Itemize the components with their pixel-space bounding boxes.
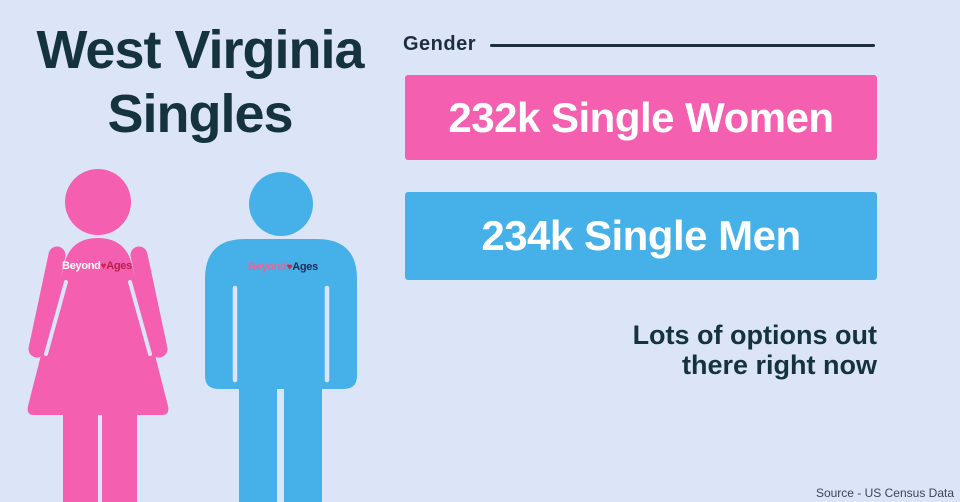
page-title: West Virginia Singles xyxy=(36,20,364,144)
woman-left-arm xyxy=(28,246,66,358)
single-men-stat-text: 234k Single Men xyxy=(481,212,801,259)
logo-text-beyond: Beyond xyxy=(248,261,287,273)
man-torso xyxy=(205,239,357,389)
woman-right-leg xyxy=(102,410,137,502)
heart-icon: ♥ xyxy=(100,261,107,272)
woman-right-arm xyxy=(130,246,168,358)
woman-dress xyxy=(27,238,169,415)
tagline-text: Lots of options out there right now xyxy=(632,320,877,380)
single-women-stat-text: 232k Single Women xyxy=(448,93,834,141)
woman-figure xyxy=(27,169,169,502)
woman-left-leg xyxy=(63,410,98,502)
beyondages-logo-woman: Beyond♥Ages xyxy=(62,260,132,272)
single-women-stat-bar: 232k Single Women xyxy=(405,75,877,160)
beyondages-logo-man: Beyond♥Ages xyxy=(248,261,318,273)
woman-left-arm-gap xyxy=(44,280,68,356)
man-head xyxy=(249,172,313,236)
single-men-stat-bar: 234k Single Men xyxy=(405,192,877,280)
woman-head xyxy=(65,169,131,235)
man-right-leg xyxy=(284,384,322,502)
woman-right-arm-gap xyxy=(128,280,152,356)
heart-icon: ♥ xyxy=(286,262,293,273)
man-figure xyxy=(205,172,357,502)
gender-section-header: Gender xyxy=(403,33,877,56)
man-left-leg xyxy=(239,384,277,502)
gender-divider-line xyxy=(490,44,875,47)
logo-text-ages: Ages xyxy=(106,260,132,272)
source-attribution: Source - US Census Data xyxy=(815,486,954,500)
gender-label: Gender xyxy=(403,33,477,55)
logo-text-beyond: Beyond xyxy=(62,260,101,272)
logo-text-ages: Ages xyxy=(292,261,318,273)
